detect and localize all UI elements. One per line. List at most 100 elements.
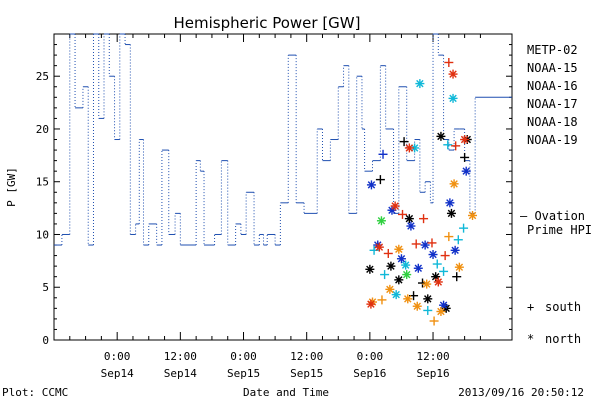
data-point [366, 180, 376, 190]
data-point [404, 143, 414, 153]
marker-legend-north: * north [527, 332, 581, 346]
data-point [423, 294, 433, 304]
data-point [452, 272, 462, 282]
south-symbol: + [527, 300, 534, 314]
data-point [419, 214, 429, 224]
data-point [374, 242, 384, 252]
data-point [459, 223, 469, 233]
data-point [451, 141, 461, 151]
data-point [383, 248, 393, 258]
y-axis-label: P [GW] [5, 167, 18, 207]
data-point [461, 166, 471, 176]
data-point [449, 179, 459, 189]
x-tick-time: 0:00 [230, 350, 257, 363]
legend-item: NOAA-18 [527, 115, 578, 129]
data-point [444, 57, 454, 67]
x-tick-date: Sep14 [101, 367, 134, 380]
x-tick-time: 0:00 [357, 350, 384, 363]
data-point [394, 275, 404, 285]
data-point [429, 316, 439, 326]
data-point [406, 221, 416, 231]
data-point [403, 294, 413, 304]
x-tick-time: 0:00 [104, 350, 131, 363]
data-point [380, 270, 390, 280]
x-tick-date: Sep14 [164, 367, 197, 380]
data-point [436, 131, 446, 141]
x-tick-time: 12:00 [416, 350, 449, 363]
data-point [432, 259, 442, 269]
data-point [394, 244, 404, 254]
legend: METP-02 NOAA-15 NOAA-16 NOAA-17 NOAA-18 NOAA-… [527, 43, 578, 147]
y-tick-label: 5 [42, 281, 49, 294]
data-point [391, 290, 401, 300]
data-point [453, 235, 463, 245]
footer-credit: Plot: CCMC [2, 386, 68, 399]
x-tick-date: Sep16 [416, 367, 449, 380]
data-point [436, 307, 446, 317]
footer-timestamp: 2013/09/16 20:50:12 [458, 386, 584, 399]
plot-frame [53, 33, 513, 341]
data-point [446, 208, 456, 218]
legend-item: NOAA-19 [527, 133, 578, 147]
ovation-label-line1: — Ovation [520, 209, 585, 223]
legend-item: NOAA-15 [527, 61, 578, 75]
south-label: south [545, 300, 581, 314]
x-tick-time: 12:00 [290, 350, 323, 363]
data-point [377, 295, 387, 305]
data-point [454, 262, 464, 272]
data-point [378, 149, 388, 159]
data-point [440, 251, 450, 261]
data-point [412, 301, 422, 311]
data-point [366, 299, 376, 309]
legend-item: NOAA-16 [527, 79, 578, 93]
x-tick-date: Sep15 [227, 367, 260, 380]
ovation-series [54, 33, 512, 246]
legend-item: NOAA-17 [527, 97, 578, 111]
marker-legend-south: + south [527, 300, 581, 314]
data-point [427, 238, 437, 248]
data-point [423, 305, 433, 315]
data-point [386, 261, 396, 271]
data-point [376, 216, 386, 226]
data-point [396, 254, 406, 264]
data-point [402, 270, 412, 280]
data-point [460, 135, 470, 145]
data-point [428, 250, 438, 260]
data-point [448, 93, 458, 103]
data-point [468, 210, 478, 220]
y-tick-label: 25 [36, 70, 49, 83]
data-point [422, 279, 432, 289]
y-axis-ticks: 0 5 10 15 20 25 [36, 44, 512, 347]
y-tick-label: 20 [36, 123, 49, 136]
x-axis-label: Date and Time [243, 386, 329, 399]
data-point [411, 239, 421, 249]
ovation-label-line2: Prime HPI [527, 223, 592, 237]
x-tick-time: 12:00 [164, 350, 197, 363]
data-point [445, 198, 455, 208]
legend-item: METP-02 [527, 43, 578, 57]
satellite-markers [365, 57, 478, 326]
data-point [398, 209, 408, 219]
data-point [433, 277, 443, 287]
chart-title: Hemispheric Power [GW] [174, 14, 361, 32]
y-tick-label: 0 [42, 334, 49, 347]
x-axis-ticks: 0:00 Sep14 12:00 Sep14 0:00 Sep15 12:00 Sep15 0:… [69, 34, 513, 380]
data-point [439, 266, 449, 276]
y-tick-label: 15 [36, 176, 49, 189]
data-point [460, 152, 470, 162]
data-point [448, 69, 458, 79]
y-tick-label: 10 [36, 228, 49, 241]
data-point [443, 140, 453, 150]
data-point [450, 245, 460, 255]
data-point [365, 264, 375, 274]
north-symbol: * [527, 332, 534, 346]
data-point [444, 232, 454, 242]
x-tick-date: Sep16 [353, 367, 386, 380]
data-point [385, 284, 395, 294]
x-tick-date: Sep15 [290, 367, 323, 380]
data-point [375, 175, 385, 185]
data-point [420, 240, 430, 250]
data-point [401, 260, 411, 270]
data-point [399, 137, 409, 147]
